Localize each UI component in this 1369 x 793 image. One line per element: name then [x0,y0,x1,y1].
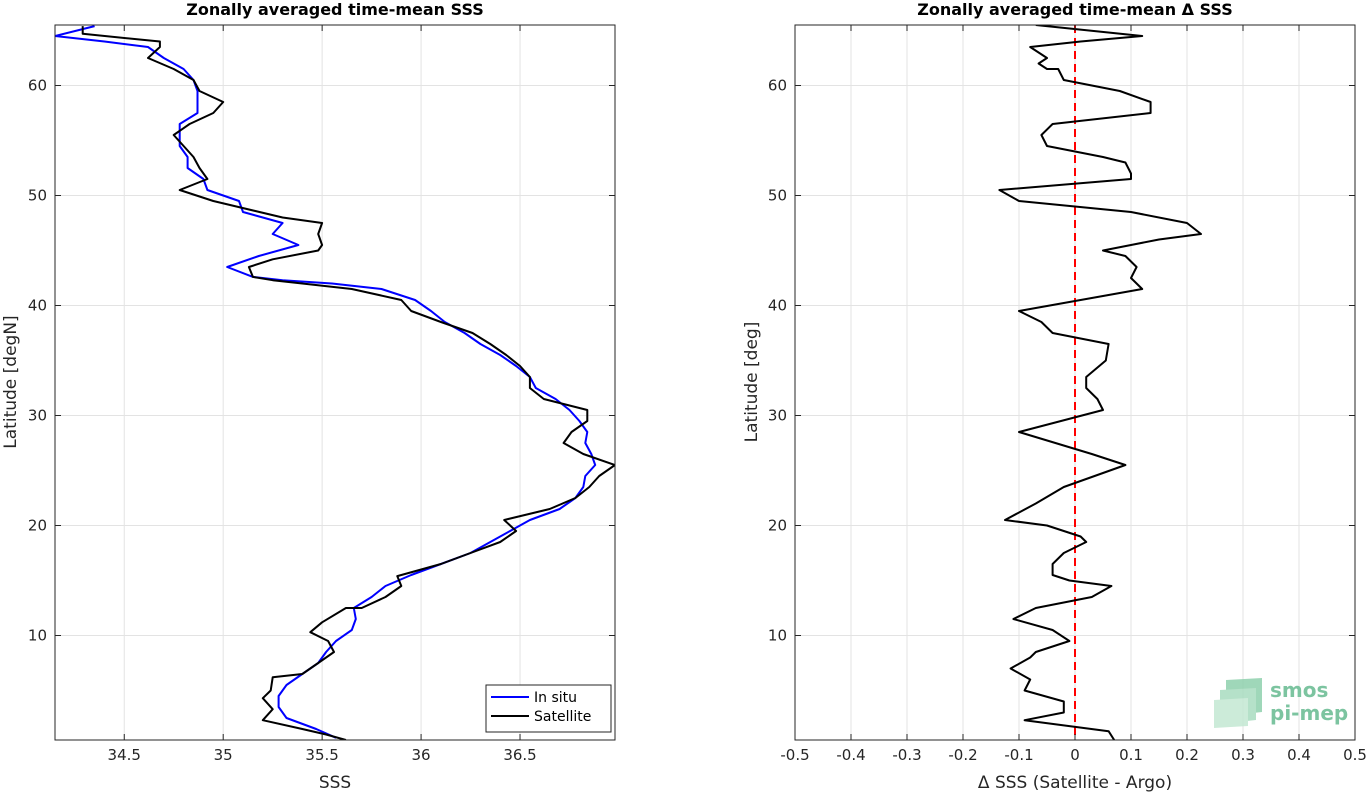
logo-text-pi-mep: pi-mep [1270,701,1348,725]
left-y-tick-label: 50 [28,187,47,205]
right-x-tick-label: -0.4 [836,746,865,764]
right-y-ticks: 10 20 30 40 50 60 [768,77,1355,645]
right-x-tick-label: 0 [1070,746,1080,764]
left-x-axis-label: SSS [319,773,351,793]
left-x-ticks: 34.5 35 35.5 36 36.5 [108,25,537,764]
left-x-tick-label: 35.5 [305,746,338,764]
right-x-tick-label: -0.3 [892,746,921,764]
right-chart-title: Zonally averaged time-mean Δ SSS [917,0,1233,19]
left-series-line-in-situ [55,25,597,739]
right-x-axis-label: Δ SSS (Satellite - Argo) [978,773,1172,793]
right-y-tick-label: 60 [768,77,787,95]
left-series-line-satellite [81,26,615,740]
right-series-group [998,25,1202,740]
right-chart: -0.5 -0.4 -0.3 -0.2 -0.1 0 0.1 0.2 0.3 0.4 0.5 10 2… [742,0,1367,793]
right-x-tick-label: 0.4 [1287,746,1311,764]
left-x-tick-label: 35 [214,746,233,764]
left-axes-box [54,24,616,741]
legend-box [485,684,612,733]
left-y-tick-label: 60 [28,77,47,95]
left-x-tick-label: 36.5 [503,746,536,764]
right-x-tick-label: 0.3 [1231,746,1255,764]
right-x-tick-label: 0.2 [1175,746,1199,764]
left-y-tick-label: 40 [28,297,47,315]
left-chart: 34.5 35 35.5 36 36.5 10 20 30 40 50 60 Zonally av… [1,0,616,793]
left-y-axis-label: Latitude [degN] [1,315,21,448]
right-y-tick-label: 20 [768,517,787,535]
legend-label-in-situ: In situ [534,690,577,706]
legend-label-satellite: Satellite [534,709,591,725]
left-plot-area [55,25,615,740]
left-x-tick-label: 34.5 [108,746,141,764]
right-series-line-delta-sss [998,25,1202,740]
left-y-ticks: 10 20 30 40 50 60 [28,77,615,645]
right-y-tick-label: 40 [768,297,787,315]
left-y-tick-label: 10 [28,627,47,645]
right-y-tick-label: 50 [768,187,787,205]
logo-mark-icon [1214,678,1262,728]
right-x-tick-label: 0.1 [1119,746,1143,764]
right-x-tick-label: -0.5 [780,746,809,764]
right-y-tick-label: 10 [768,627,787,645]
smos-pi-mep-logo: smos pi-mep [1214,678,1348,728]
left-y-tick-label: 20 [28,517,47,535]
right-x-tick-label: -0.1 [1004,746,1033,764]
right-y-axis-label: Latitude [deg] [742,322,762,443]
right-x-ticks: -0.5 -0.4 -0.3 -0.2 -0.1 0 0.1 0.2 0.3 0.4 0.5 [780,25,1367,764]
logo-text-smos: smos [1270,678,1328,702]
right-x-tick-label: -0.2 [948,746,977,764]
left-chart-title: Zonally averaged time-mean SSS [186,0,484,19]
left-series-group [55,25,615,740]
left-gridlines [55,25,615,740]
right-x-tick-label: 0.5 [1343,746,1367,764]
legend: In situ Satellite [485,684,612,733]
right-y-tick-label: 30 [768,407,787,425]
left-x-tick-label: 36 [412,746,431,764]
left-y-tick-label: 30 [28,407,47,425]
